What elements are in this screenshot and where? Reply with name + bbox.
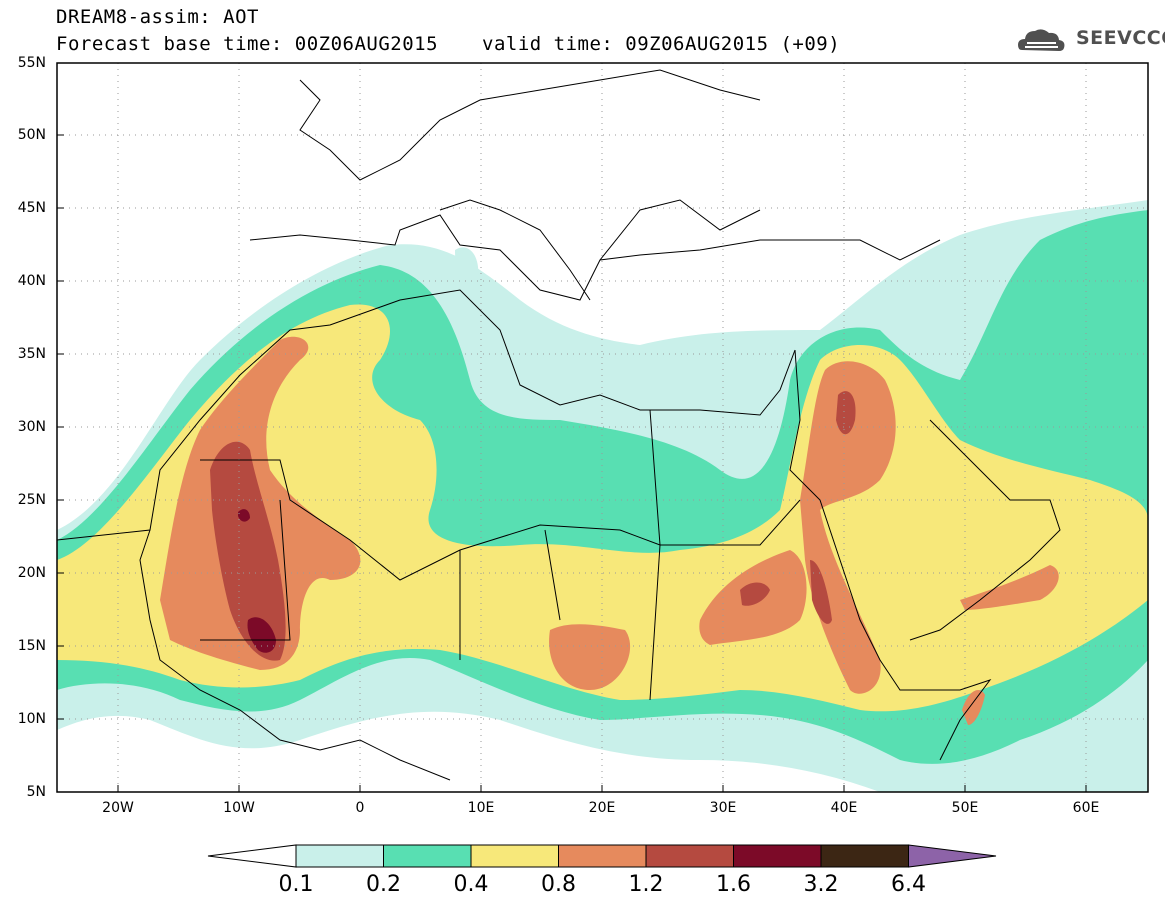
legend-swatch-7 xyxy=(820,844,909,868)
lat-label-40n: 40N xyxy=(17,273,46,289)
axis-ticks xyxy=(57,62,1087,792)
lat-label-10n: 10N xyxy=(17,711,46,727)
aot-band-1.6 xyxy=(247,617,276,653)
lat-label-5n: 5N xyxy=(26,784,46,800)
lon-label-50e: 50E xyxy=(951,800,979,816)
lat-label-30n: 30N xyxy=(17,419,46,435)
lon-label-40e: 40E xyxy=(830,800,858,816)
legend-swatch-4 xyxy=(558,844,647,868)
lat-label-45n: 45N xyxy=(17,200,46,216)
legend-swatch-1 xyxy=(295,844,384,868)
lat-label-15n: 15N xyxy=(17,638,46,654)
legend-label-6.4: 6.4 xyxy=(891,872,926,897)
cloud-logo-icon xyxy=(1018,29,1065,51)
legend-label-0.8: 0.8 xyxy=(541,872,576,897)
lon-label-0: 0 xyxy=(355,800,365,816)
legend-upper-arrow xyxy=(908,844,997,868)
lon-label-30e: 30E xyxy=(709,800,737,816)
logo-text: SEEVCCC xyxy=(1076,27,1165,49)
coastlines xyxy=(57,69,1061,781)
lon-label-20e: 20E xyxy=(588,800,616,816)
legend-label-0.1: 0.1 xyxy=(278,872,314,897)
legend-swatch-5 xyxy=(645,844,734,868)
legend-swatch-3 xyxy=(470,844,559,868)
valid-time: valid time: 09Z06AUG2015 (+09) xyxy=(482,33,841,55)
lat-label-55n: 55N xyxy=(17,55,46,71)
lon-label-10e: 10E xyxy=(467,800,495,816)
lat-label-25n: 25N xyxy=(17,492,46,508)
lat-label-35n: 35N xyxy=(17,346,46,362)
legend-swatch-6 xyxy=(733,844,822,868)
lon-label-60e: 60E xyxy=(1072,800,1100,816)
legend-swatch-2 xyxy=(383,844,472,868)
legend-label-0.4: 0.4 xyxy=(453,872,489,897)
legend-label-0.2: 0.2 xyxy=(366,872,401,897)
lat-label-20n: 20N xyxy=(17,565,46,581)
legend-label-1.6: 1.6 xyxy=(716,872,751,897)
forecast-base-time: Forecast base time: 00Z06AUG2015 xyxy=(56,33,439,55)
aot-band-1.2 xyxy=(210,441,286,661)
lon-label-10w: 10W xyxy=(223,800,255,816)
aot-shading xyxy=(57,63,1148,792)
lon-label-20w: 20W xyxy=(102,800,134,816)
lat-label-50n: 50N xyxy=(17,127,46,143)
legend-lower-arrow xyxy=(207,844,297,868)
legend-label-1.2: 1.2 xyxy=(628,872,664,897)
legend-label-3.2: 3.2 xyxy=(803,872,839,897)
map-title: DREAM8-assim: AOT xyxy=(56,6,259,28)
